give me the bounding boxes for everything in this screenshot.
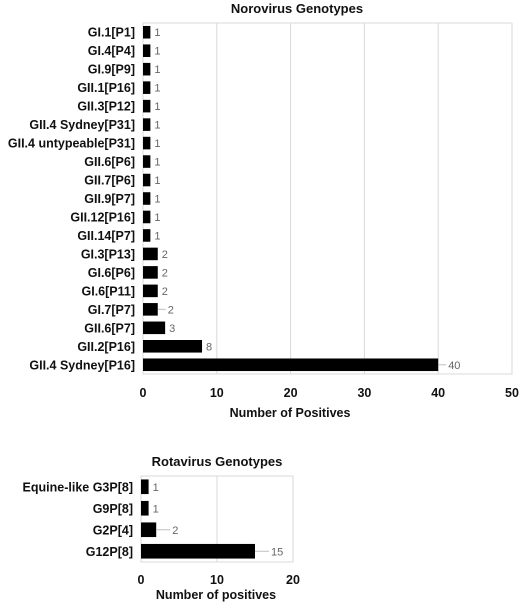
rotavirus-category-label: G9P[8] (93, 502, 133, 516)
norovirus-category-label: GII.4 Sydney[P31] (29, 118, 135, 132)
norovirus-data-label: 1 (154, 83, 160, 95)
norovirus-data-label: 3 (169, 323, 175, 335)
rotavirus-category-label: G2P[4] (93, 523, 133, 537)
norovirus-data-label: 1 (154, 157, 160, 169)
rotavirus-data-label: 2 (172, 525, 178, 537)
norovirus-bar (143, 44, 151, 57)
norovirus-bar (143, 358, 439, 372)
norovirus-bar (143, 210, 151, 224)
norovirus-data-label: 2 (162, 249, 168, 261)
norovirus-category-label: GII.3[P12] (77, 100, 135, 114)
norovirus-category-label: GI.4[P4] (88, 44, 135, 58)
norovirus-category-label: GI.6[P11] (82, 284, 136, 298)
rotavirus-bar (141, 479, 149, 495)
norovirus-bar (143, 303, 158, 316)
norovirus-data-label: 1 (154, 120, 160, 132)
rotavirus-x-axis-label: Number of positives (156, 588, 276, 602)
rotavirus-x-tick-label: 10 (210, 573, 224, 587)
rotavirus-category-label: G12P[8] (86, 545, 133, 559)
rotavirus-x-tick-label: 20 (286, 573, 300, 587)
norovirus-plot-frame (142, 22, 513, 375)
norovirus-data-label: 1 (154, 46, 160, 58)
norovirus-data-label: 1 (154, 230, 160, 242)
norovirus-category-label: GII.6[P6] (84, 155, 135, 169)
norovirus-bar (143, 229, 151, 242)
norovirus-category-label: GII.9[P7] (84, 192, 135, 206)
norovirus-data-label: 2 (168, 304, 174, 316)
rotavirus-bar (141, 500, 149, 516)
norovirus-category-label: GII.6[P7] (84, 321, 135, 335)
rotavirus-x-tick-label: 0 (138, 573, 145, 587)
norovirus-data-label: 1 (154, 175, 160, 187)
norovirus-data-label: 1 (154, 64, 160, 76)
norovirus-bar (143, 25, 151, 39)
norovirus-category-label: GI.3[P13] (81, 247, 135, 261)
norovirus-bar (143, 173, 151, 187)
rotavirus-chart-title: Rotavirus Genotypes (152, 454, 283, 469)
rotavirus-data-label: 15 (271, 546, 283, 558)
norovirus-category-label: GII.14[P7] (77, 229, 135, 243)
norovirus-bar (143, 192, 151, 205)
norovirus-x-tick-label: 50 (505, 386, 519, 400)
norovirus-x-axis-label: Number of Positives (230, 406, 351, 420)
norovirus-bar (143, 118, 151, 131)
norovirus-bar (143, 321, 166, 335)
norovirus-category-label: GII.1[P16] (77, 81, 135, 95)
norovirus-bar (143, 99, 151, 113)
rotavirus-bar (141, 522, 157, 538)
rotavirus-data-label: 1 (153, 482, 159, 494)
norovirus-bar (143, 136, 151, 150)
norovirus-category-label: GII.12[P16] (70, 210, 135, 224)
norovirus-x-tick-label: 10 (210, 386, 224, 400)
norovirus-bar (143, 266, 158, 279)
norovirus-bar (143, 284, 158, 298)
norovirus-x-tick-label: 40 (431, 386, 445, 400)
norovirus-data-label: 1 (154, 194, 160, 206)
rotavirus-bar (141, 543, 255, 559)
norovirus-x-tick-label: 30 (357, 386, 371, 400)
norovirus-bar (143, 155, 151, 168)
norovirus-category-label: GII.2[P16] (77, 340, 135, 354)
norovirus-bar (143, 247, 158, 261)
norovirus-chart-title: Norovirus Genotypes (231, 1, 363, 16)
norovirus-category-label: GII.7[P6] (84, 174, 135, 188)
rotavirus-category-label: Equine-like G3P[8] (23, 480, 133, 494)
norovirus-data-label: 2 (162, 267, 168, 279)
rotavirus-plot: 0 10 20 Equine-like G3P[8] 1 G9P[8] 1 G2P[4] 2 G1… (23, 475, 300, 587)
norovirus-data-label: 1 (154, 101, 160, 113)
norovirus-category-label: GI.7[P7] (88, 303, 135, 317)
norovirus-bar (143, 81, 151, 94)
norovirus-x-tick-label: 20 (284, 386, 298, 400)
norovirus-data-label: 2 (162, 286, 168, 298)
rotavirus-data-label: 1 (153, 503, 159, 515)
norovirus-x-tick-label: 0 (140, 386, 147, 400)
norovirus-data-label: 1 (154, 138, 160, 150)
norovirus-category-label: GI.9[P9] (88, 63, 135, 77)
norovirus-bar (143, 340, 203, 353)
norovirus-data-label: 40 (448, 360, 460, 372)
norovirus-category-label: GI.6[P6] (88, 266, 135, 280)
norovirus-data-label: 1 (154, 27, 160, 39)
norovirus-data-label: 1 (154, 212, 160, 224)
norovirus-bar (143, 62, 151, 76)
norovirus-category-label: GII.4 untypeable[P31] (8, 137, 135, 151)
norovirus-category-label: GII.4 Sydney[P16] (29, 358, 135, 372)
norovirus-data-label: 8 (206, 341, 212, 353)
norovirus-category-label: GI.1[P1] (88, 26, 135, 40)
norovirus-plot: 0 10 20 30 40 50 GI.1[P1] 1 GI.4[P4] 1 GI.9[P9] 1 GI… (8, 22, 519, 400)
